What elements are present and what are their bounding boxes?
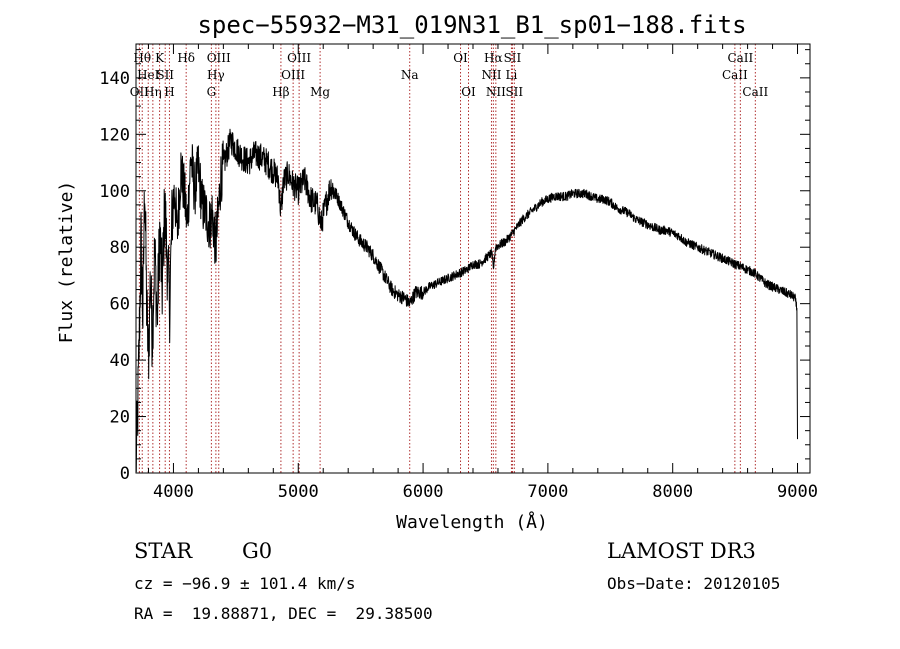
line-marker-label: G <box>207 85 217 99</box>
x-tick-label: 5000 <box>278 482 319 502</box>
x-tick-label: 7000 <box>527 482 568 502</box>
line-marker-label: OIII <box>287 51 311 65</box>
line-marker-label: SII <box>156 68 174 82</box>
spectrum-series <box>135 128 798 473</box>
y-tick-label: 100 <box>99 182 130 202</box>
line-marker-label: Hη <box>144 85 162 99</box>
line-marker-label: Hθ <box>133 51 151 65</box>
y-tick-label: 60 <box>110 295 130 315</box>
x-tick-label: 8000 <box>652 482 693 502</box>
redshift-velocity: cz = −96.9 ± 101.4 km/s <box>134 574 356 593</box>
line-marker-label: OI <box>461 85 476 99</box>
line-marker-label: CaII <box>727 51 753 65</box>
line-marker-label: OI <box>453 51 468 65</box>
y-axis-title: Flux (relative) <box>56 181 77 344</box>
line-marker-label: Hβ <box>272 85 289 99</box>
line-marker-label: HeI <box>137 68 160 82</box>
line-marker-label: Mg <box>310 85 330 99</box>
line-marker-label: OIII <box>207 51 231 65</box>
object-class: STAR <box>134 539 193 563</box>
y-tick-label: 80 <box>110 238 130 258</box>
line-marker-label: Na <box>401 68 419 82</box>
y-tick-label: 0 <box>120 464 130 484</box>
sky-coordinates: RA = 19.88871, DEC = 29.38500 <box>134 604 433 623</box>
plot-frame <box>135 43 811 474</box>
line-marker-label: NII <box>486 85 506 99</box>
x-tick-label: 4000 <box>153 482 194 502</box>
line-marker-label: Hγ <box>207 68 225 82</box>
line-marker-label: CaII <box>742 85 768 99</box>
line-marker-label: OIII <box>281 68 305 82</box>
axis-ticks: 4000 5000 6000 7000 8000 9000 0 20 40 60 80 100 120 1… <box>99 44 818 502</box>
line-marker-label: CaII <box>722 68 748 82</box>
emission-line-markers: OIIHθHeIHηKSIIHHδGHγOIIIHβOIIIOIIIMgNaOI… <box>130 44 768 473</box>
spectral-subclass: G0 <box>242 539 273 563</box>
y-tick-label: 140 <box>99 69 130 89</box>
line-marker-label: Li <box>506 68 518 82</box>
observation-date: Obs−Date: 20120105 <box>607 574 781 593</box>
line-marker-label: H <box>164 85 174 99</box>
x-tick-label: 9000 <box>777 482 818 502</box>
spectrum-line <box>135 128 798 473</box>
line-marker-label: Hα <box>484 51 503 65</box>
line-marker-label: SII <box>504 51 522 65</box>
chart-title: spec−55932−M31_019N31_B1_sp01−188.fits <box>197 11 746 39</box>
x-tick-label: 6000 <box>403 482 444 502</box>
line-marker-label: NII <box>481 68 501 82</box>
survey-name: LAMOST DR3 <box>607 539 756 563</box>
y-tick-label: 20 <box>110 408 130 428</box>
y-tick-label: 120 <box>99 125 130 145</box>
line-marker-label: K <box>155 51 165 65</box>
y-tick-label: 40 <box>110 351 130 371</box>
line-marker-label: SII <box>505 85 523 99</box>
line-marker-label: Hδ <box>177 51 195 65</box>
x-axis-title: Wavelength (Å) <box>396 511 548 533</box>
